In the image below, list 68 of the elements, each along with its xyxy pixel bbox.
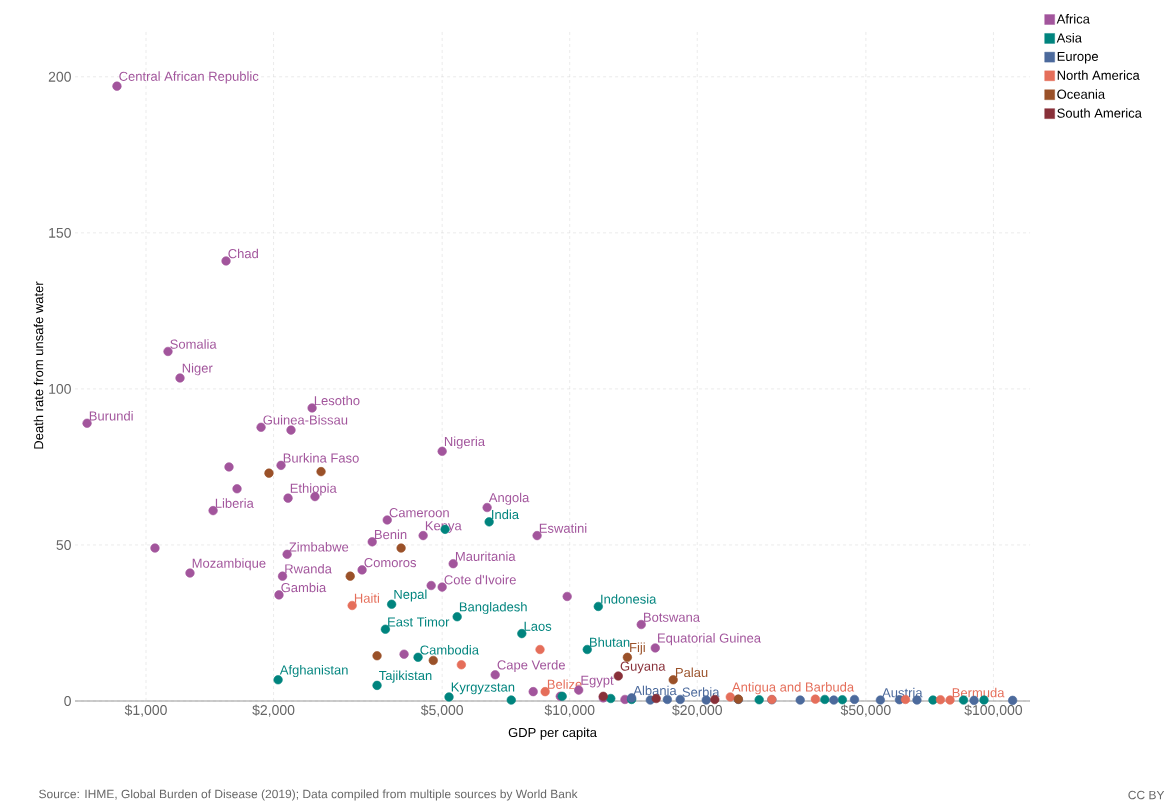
annotation: Cameroon <box>389 508 449 518</box>
annotation: Afghanistan <box>279 664 348 678</box>
annotation: Albania <box>633 685 677 696</box>
y-axis-title: Death rate from unsafe water <box>33 281 44 449</box>
annotation: Chad <box>228 248 258 259</box>
annotation: Burkina Faso <box>283 453 359 463</box>
y-tick-label: 200 <box>48 71 71 82</box>
annotation: Somalia <box>170 339 217 349</box>
x-axis-title: GDP per capita <box>508 727 597 740</box>
annotation: Antigua and Barbuda <box>732 682 855 695</box>
y-tick-label: 100 <box>49 383 71 394</box>
annotation: Cote d'Ivoire <box>444 574 516 585</box>
annotation: Bermuda <box>952 687 1005 698</box>
x-tick-label: $5,000 <box>420 704 464 717</box>
annotation: Serbia <box>682 687 720 697</box>
legend-label: South America <box>1057 108 1142 118</box>
x-tick-label: $20,000 <box>672 704 723 717</box>
annotation: Benin <box>374 529 407 540</box>
annotation: Bangladesh <box>459 601 527 615</box>
annotation: Central African Republic <box>119 71 259 84</box>
annotation: Nepal <box>394 589 427 602</box>
annotation: Angola <box>488 492 530 505</box>
annotation: Bhutan <box>590 637 630 647</box>
annotation: Indonesia <box>601 594 657 604</box>
text: CC BY <box>1128 790 1165 800</box>
annotation: Haiti <box>354 593 379 603</box>
annotation: Palau <box>675 667 708 678</box>
annotation: Niger <box>182 363 213 376</box>
source-note: Source: IHME, Global Burden of Disease (2019); Data compiled from multiple sources by World Bank <box>39 789 578 801</box>
annotation: Botswana <box>643 612 701 622</box>
annotation: Nigeria <box>444 436 486 449</box>
annotation: Rwanda <box>285 563 332 574</box>
x-tick-label: $2,000 <box>252 704 295 717</box>
legend-label: Oceania <box>1057 89 1106 99</box>
annotation: Guinea-Bissau <box>263 415 348 425</box>
annotation: Guyana <box>620 661 666 674</box>
annotation: Burundi <box>89 410 133 421</box>
y-tick-label: 0 <box>64 696 71 706</box>
annotation: Liberia <box>215 498 254 508</box>
annotation: Gambia <box>281 582 327 593</box>
annotation: Lesotho <box>314 395 360 406</box>
annotation: Cambodia <box>420 645 479 655</box>
y-tick-label: 50 <box>56 539 71 550</box>
annotation: India <box>492 509 520 520</box>
x-tick-label: $50,000 <box>840 704 891 717</box>
annotation: Ethiopia <box>290 483 337 496</box>
annotation: Mauritania <box>455 551 516 561</box>
annotation: Laos <box>524 621 552 631</box>
legend-label: Africa <box>1056 14 1090 24</box>
annotation: East Timor <box>388 616 450 627</box>
annotation: Comoros <box>364 558 417 568</box>
annotation: Eswatini <box>539 523 587 533</box>
legend-label: North America <box>1057 70 1140 80</box>
annotation: Kyrgyzstan <box>451 682 515 695</box>
annotation: Equatorial Guinea <box>658 633 762 646</box>
annotation: Belize <box>547 679 582 689</box>
x-tick-label: $1,000 <box>124 704 167 717</box>
annotation: Cape Verde <box>497 659 565 673</box>
legend-label: Europe <box>1057 51 1099 64</box>
y-tick-label: 150 <box>49 227 71 238</box>
annotation: Fiji <box>630 642 645 655</box>
annotation: Tajikistan <box>379 670 432 683</box>
legend-label: Asia <box>1056 32 1082 43</box>
annotation: Egypt <box>581 675 614 688</box>
x-tick-label: $10,000 <box>544 704 595 717</box>
annotation: Zimbabwe <box>289 542 349 552</box>
x-tick-label: $100,000 <box>964 704 1023 717</box>
annotation: Mozambique <box>192 558 266 571</box>
